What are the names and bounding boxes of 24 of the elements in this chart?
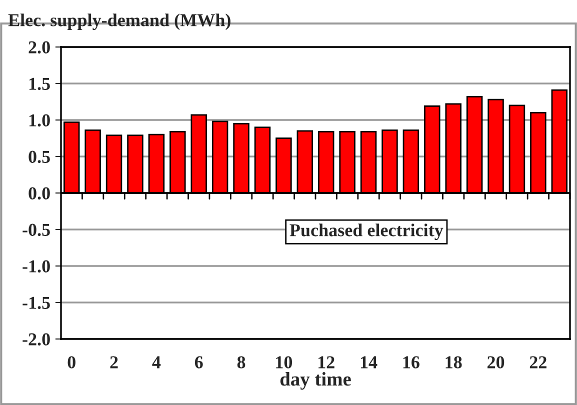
- y-tick-label: 2.0: [28, 41, 50, 54]
- x-tick-label: 18: [446, 356, 462, 368]
- x-tick-label: 16: [403, 356, 420, 368]
- x-tick-label: 22: [530, 356, 546, 368]
- x-tick-label: 10: [276, 356, 292, 368]
- y-tick-label: -1.5: [22, 296, 50, 310]
- x-tick-label: 12: [318, 356, 334, 368]
- y-tick-label: -0.5: [22, 224, 50, 236]
- y-tick-label: -1.0: [22, 260, 50, 273]
- x-tick-label: 14: [360, 356, 378, 368]
- x-tick-label: 20: [488, 356, 504, 368]
- y-tick-label: 1.0: [29, 114, 50, 127]
- chart-title: Elec. supply-demand (MWh): [8, 14, 230, 30]
- y-tick-label: -2.0: [22, 333, 50, 346]
- x-tick-label: 4: [152, 356, 161, 368]
- y-tick-label: 0.5: [28, 150, 50, 164]
- y-tick-label: 0.0: [28, 187, 50, 200]
- annotation: Puchased electricity: [290, 224, 444, 240]
- x-tick-label: 8: [237, 356, 246, 368]
- x-tick-label: 2: [110, 356, 118, 368]
- x-tick-label: 0: [68, 356, 76, 368]
- x-tick-label: 6: [194, 356, 203, 368]
- y-tick-label: 1.5: [29, 78, 50, 90]
- x-axis-title: day time: [280, 372, 351, 390]
